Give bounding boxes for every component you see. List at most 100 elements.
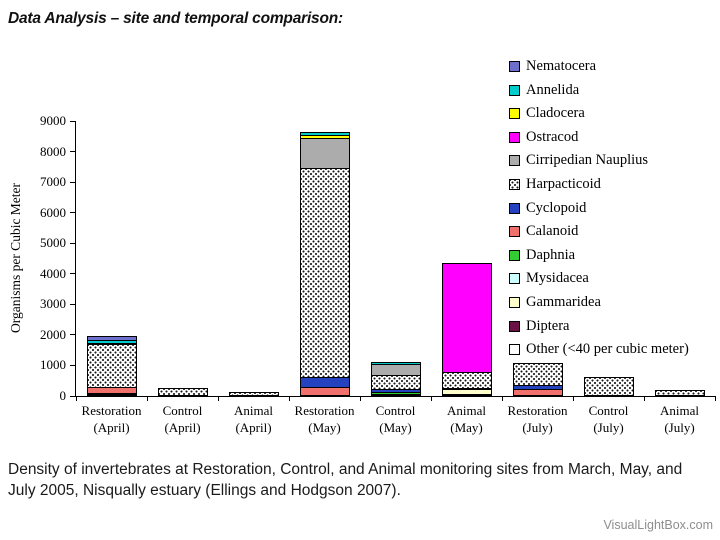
segment-harpacticoid [584, 378, 633, 395]
x-category-label: Restoration (April) [81, 403, 142, 435]
y-tick [70, 364, 76, 366]
bar-restoration-may [299, 132, 350, 396]
y-tick [70, 181, 76, 183]
x-category-label: Animal (May) [447, 403, 486, 435]
y-tick-label: 0 [59, 388, 67, 403]
segment-cladocera [300, 135, 349, 139]
legend-swatch-calanoid [509, 226, 520, 238]
legend-item-calanoid: Calanoid [509, 223, 689, 239]
segment-harpacticoid [229, 392, 278, 395]
segment-cyclopoid [371, 389, 420, 392]
x-tick [643, 396, 645, 401]
y-tick-label: 3000 [40, 296, 66, 312]
legend-swatch-gammaridea [509, 296, 520, 308]
bar-animal-may [441, 262, 492, 396]
legend-item-daphnia: Daphnia [509, 247, 689, 263]
segment-other-40-per-cubic-meter [87, 393, 136, 395]
segment-cyclopoid [513, 384, 562, 389]
legend-label: Harpacticoid [526, 175, 601, 192]
bar-restoration-july [512, 362, 563, 396]
plot-area: 0 1000 2000 3000 4000 5000 6000 7000 8000 9000 Res… [40, 114, 716, 435]
caption: Density of invertebrates at Restoration,… [8, 461, 683, 499]
legend-swatch-diptera [509, 320, 520, 332]
y-tick [70, 242, 76, 244]
segment-other-40-per-cubic-meter [371, 393, 420, 395]
y-tick [70, 395, 76, 397]
bar-control-july [583, 377, 634, 396]
bar-control-may [370, 361, 421, 396]
legend-swatch-cirripedian-nauplius [509, 155, 520, 167]
legend-swatch-daphnia [509, 249, 520, 261]
legend-swatch-cladocera [509, 108, 520, 120]
y-tick [70, 334, 76, 336]
y-tick-label: 8000 [40, 143, 66, 159]
y-tick [70, 273, 76, 275]
segment-calanoid [300, 387, 349, 395]
legend-item-mysidacea: Mysidacea [509, 270, 689, 286]
segment-annelida [300, 133, 349, 136]
legend: Nematocera Annelida Cladocera Ostracod Cirri… [509, 58, 689, 367]
legend-label: Diptera [526, 317, 570, 334]
x-tick [430, 396, 432, 401]
legend-label: Annelida [526, 81, 580, 98]
legend-label: Cirripedian Nauplius [526, 152, 649, 169]
segment-calanoid [87, 387, 136, 393]
bar-animal-july [654, 390, 705, 396]
bar-restoration-april [86, 336, 137, 396]
segment-ostracod [442, 263, 491, 373]
legend-item-annelida: Annelida [509, 81, 689, 98]
y-tick-label: 5000 [40, 235, 66, 251]
legend-item-gammaridea: Gammaridea [509, 294, 689, 310]
y-tick-label: 2000 [40, 326, 66, 342]
segment-annelida [371, 362, 420, 365]
y-tick-label: 1000 [40, 357, 66, 373]
segment-daphnia [371, 391, 420, 394]
legend-item-ostracod: Ostracod [509, 128, 689, 145]
y-tick-label: 4000 [40, 265, 66, 281]
x-tick [714, 396, 716, 401]
segment-mysidacea [442, 387, 491, 390]
legend-label: Ostracod [526, 128, 579, 145]
legend-item-nematocera: Nematocera [509, 58, 689, 74]
segment-harpacticoid [371, 374, 420, 390]
x-category-label: Animal (April) [234, 403, 273, 435]
y-tick [70, 151, 76, 153]
x-category-label: Animal (July) [660, 403, 699, 435]
x-category-label: Control (July) [588, 403, 629, 435]
segment-cirripedian-nauplius [300, 138, 349, 168]
watermark-link[interactable]: VisualLightBox.com [603, 518, 713, 532]
page-title: Data Analysis – site and temporal compar… [8, 10, 343, 27]
legend-swatch-annelida [509, 84, 520, 96]
x-category-label: Control (April) [162, 403, 203, 435]
legend-item-diptera: Diptera [509, 317, 689, 334]
legend-swatch-other-40-per-cubic-meter [509, 344, 520, 356]
legend-label: Cyclopoid [526, 199, 587, 216]
segment-calanoid [513, 388, 562, 395]
y-tick [70, 303, 76, 305]
segment-harpacticoid [442, 372, 491, 388]
x-tick [288, 396, 290, 401]
y-tick [70, 120, 76, 122]
y-tick [70, 212, 76, 214]
segment-cirripedian-nauplius [87, 342, 136, 345]
segment-cyclopoid [300, 376, 349, 388]
legend-item-harpacticoid: Harpacticoid [509, 175, 689, 192]
segment-diptera [442, 393, 491, 395]
x-tick [501, 396, 503, 401]
y-tick-label: 7000 [40, 174, 66, 190]
x-tick [572, 396, 574, 401]
legend-label: Cladocera [526, 105, 585, 122]
legend-swatch-ostracod [509, 131, 520, 143]
segment-harpacticoid [655, 391, 704, 395]
y-tick-label: 6000 [40, 204, 66, 220]
x-tick [359, 396, 361, 401]
x-tick [146, 396, 148, 401]
legend-item-cirripedian-nauplius: Cirripedian Nauplius [509, 152, 689, 169]
x-tick [75, 396, 77, 401]
segment-harpacticoid [158, 388, 207, 395]
legend-label: Nematocera [526, 58, 597, 74]
segment-diptera [87, 392, 136, 394]
legend-item-other-40-per-cubic-meter: Other (<40 per cubic meter) [509, 341, 689, 357]
legend-swatch-harpacticoid [509, 178, 520, 190]
legend-swatch-mysidacea [509, 273, 520, 285]
